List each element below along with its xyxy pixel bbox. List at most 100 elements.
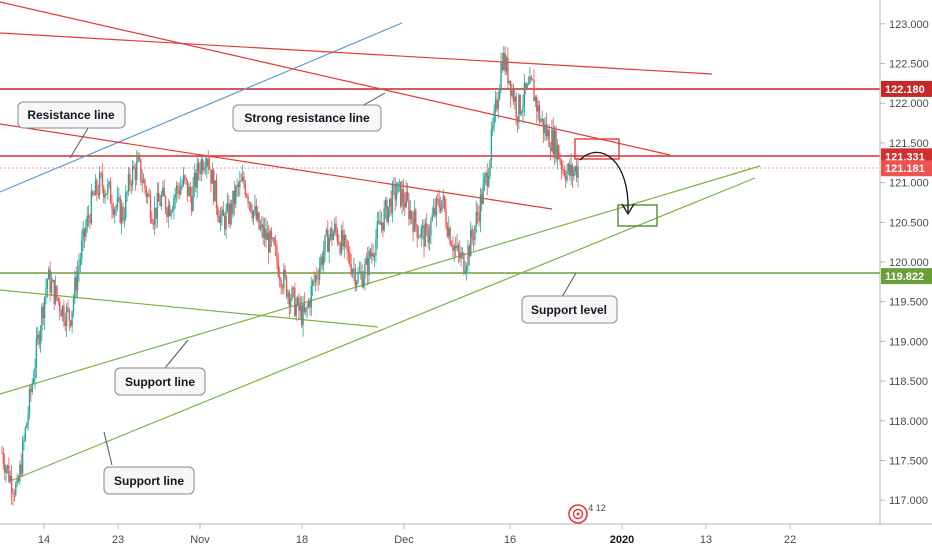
candle-body bbox=[558, 145, 560, 160]
price-tick-label: 121.500 bbox=[889, 138, 929, 150]
candle-body bbox=[347, 249, 350, 253]
candle-body bbox=[552, 129, 554, 155]
event-marker[interactable]: 4 12 bbox=[568, 503, 606, 524]
candle-body bbox=[391, 184, 394, 214]
candle-body bbox=[465, 265, 468, 272]
candle-body bbox=[342, 230, 344, 247]
candle-body bbox=[522, 105, 524, 112]
candle-body bbox=[276, 246, 278, 262]
candle-body bbox=[12, 493, 14, 495]
callout-support-line-1[interactable]: Support line bbox=[114, 367, 206, 396]
candle-body bbox=[234, 187, 237, 204]
candle-body bbox=[116, 197, 119, 208]
candle-body bbox=[178, 189, 181, 195]
candle-body bbox=[28, 389, 31, 415]
candle-body bbox=[489, 160, 491, 176]
candle-body bbox=[534, 97, 537, 102]
callout-strong-resistance-label: Strong resistance line bbox=[244, 111, 370, 125]
candle-body bbox=[96, 180, 98, 194]
strong-resistance-trendline[interactable] bbox=[0, 1, 671, 156]
callout-resistance-line[interactable]: Resistance line bbox=[17, 101, 126, 129]
price-tick-label: 117.000 bbox=[889, 495, 928, 507]
candle-body bbox=[2, 452, 5, 464]
candle-body bbox=[79, 258, 82, 265]
candle-body bbox=[156, 192, 159, 219]
candle-body bbox=[162, 187, 164, 196]
time-tick-label: 13 bbox=[700, 534, 712, 546]
resistance-trendline[interactable] bbox=[0, 123, 553, 210]
candle-body bbox=[213, 170, 215, 202]
candle-body bbox=[529, 77, 531, 85]
candle-body bbox=[215, 180, 218, 208]
callout-strong-resistance-line[interactable]: Strong resistance line bbox=[232, 104, 382, 132]
candle-body bbox=[81, 241, 83, 259]
candle-body bbox=[507, 57, 509, 84]
candle-body bbox=[118, 197, 120, 199]
support-trendline-short[interactable] bbox=[0, 289, 379, 328]
candle-body bbox=[478, 214, 480, 222]
candle-body bbox=[415, 209, 417, 225]
candle-body bbox=[263, 228, 266, 238]
candle-body bbox=[171, 209, 174, 212]
candle-body bbox=[406, 192, 409, 200]
upper-resistance-trendline[interactable] bbox=[0, 32, 713, 75]
candle-body bbox=[487, 175, 490, 187]
candle-body bbox=[237, 184, 240, 188]
candle-body bbox=[78, 264, 80, 272]
candle-body bbox=[490, 129, 493, 161]
candle-body bbox=[416, 224, 418, 238]
candle-body bbox=[314, 275, 317, 282]
candle-body bbox=[530, 77, 532, 80]
price-badge bbox=[881, 80, 932, 97]
candle-body bbox=[100, 173, 102, 175]
candle-body bbox=[76, 271, 79, 291]
time-tick-label: 22 bbox=[784, 534, 796, 546]
candle-body bbox=[377, 220, 380, 222]
candle-body bbox=[93, 194, 95, 196]
candle-body bbox=[255, 205, 258, 220]
candle-body bbox=[332, 232, 335, 240]
candle-body bbox=[432, 207, 435, 216]
candle-body bbox=[321, 256, 324, 265]
candle-body bbox=[421, 225, 424, 228]
candle-body bbox=[331, 228, 333, 240]
candle-body bbox=[245, 194, 248, 197]
candle-body bbox=[48, 269, 50, 280]
candle-body bbox=[307, 301, 310, 307]
price-badge bbox=[881, 160, 932, 177]
candle-body bbox=[228, 203, 230, 224]
callout-support-line-2[interactable]: Support line bbox=[103, 466, 195, 495]
candle-body bbox=[244, 184, 247, 195]
candle-body bbox=[270, 230, 273, 239]
candle-body bbox=[483, 176, 486, 184]
candle-body bbox=[153, 207, 156, 225]
candle-body bbox=[262, 224, 264, 238]
candle-body bbox=[375, 238, 377, 256]
candle-body bbox=[196, 163, 198, 188]
candle-body bbox=[320, 256, 322, 268]
support-trendline-lower[interactable] bbox=[9, 177, 756, 482]
candle-body bbox=[75, 277, 77, 291]
candle-body bbox=[544, 124, 546, 134]
candle-body bbox=[439, 207, 442, 211]
callout-support-level[interactable]: Support level bbox=[521, 295, 618, 324]
projection-arrow-head bbox=[621, 203, 635, 216]
candle-body bbox=[423, 225, 425, 247]
event-counts: 4 12 bbox=[588, 503, 606, 513]
candle-body bbox=[181, 184, 183, 188]
candle-body bbox=[514, 96, 516, 102]
candle-body bbox=[114, 208, 116, 215]
candle-body bbox=[229, 203, 231, 224]
candle-body bbox=[527, 84, 530, 86]
resistance-target-box[interactable] bbox=[574, 138, 620, 160]
candle-body bbox=[540, 121, 542, 123]
support-target-box[interactable] bbox=[617, 204, 658, 227]
candle-body bbox=[61, 305, 64, 317]
channel-trendline[interactable] bbox=[0, 22, 403, 193]
candle-body bbox=[479, 194, 482, 222]
price-tick-label: 122.000 bbox=[889, 98, 929, 110]
candle-body bbox=[560, 161, 563, 169]
candle-body bbox=[53, 279, 55, 304]
candle-body bbox=[103, 186, 105, 198]
